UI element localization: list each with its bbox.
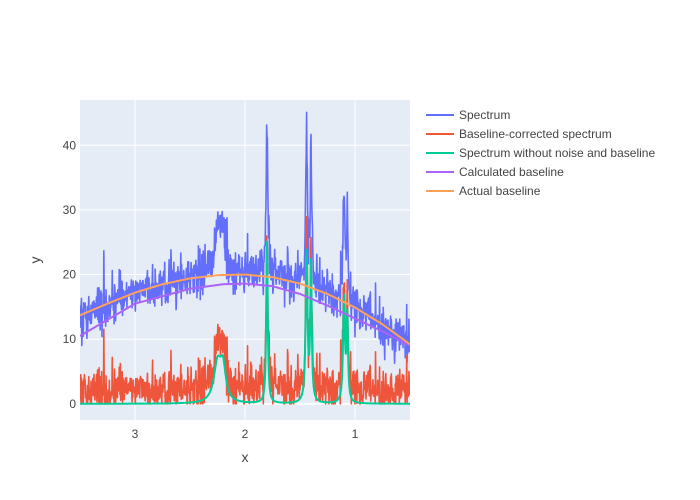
- legend-label[interactable]: Calculated baseline: [459, 165, 564, 179]
- y-tick-label: 20: [63, 268, 77, 282]
- series-line-actual_baseline: [80, 273, 410, 346]
- series-line-calculated_baseline: [80, 282, 410, 347]
- legend-label[interactable]: Spectrum without noise and baseline: [459, 146, 655, 160]
- series-layer: [80, 111, 410, 405]
- x-tick-label: 2: [242, 427, 249, 441]
- legend-label[interactable]: Spectrum: [459, 108, 510, 122]
- y-tick-label: 40: [63, 138, 77, 152]
- series-line-baseline_corrected: [80, 215, 410, 405]
- legend-label[interactable]: Baseline-corrected spectrum: [459, 127, 612, 141]
- x-tick-label: 3: [132, 427, 139, 441]
- y-axis-title: y: [27, 257, 43, 264]
- legend-label[interactable]: Actual baseline: [459, 184, 541, 198]
- x-axis-title: x: [242, 449, 249, 465]
- series-line-clean: [80, 240, 410, 405]
- y-tick-label: 10: [63, 332, 77, 346]
- legend: Spectrum Baseline-corrected spectrum Spect…: [426, 108, 655, 198]
- y-tick-label: 30: [63, 203, 77, 217]
- x-tick-label: 1: [352, 427, 359, 441]
- y-tick-label: 0: [69, 397, 76, 411]
